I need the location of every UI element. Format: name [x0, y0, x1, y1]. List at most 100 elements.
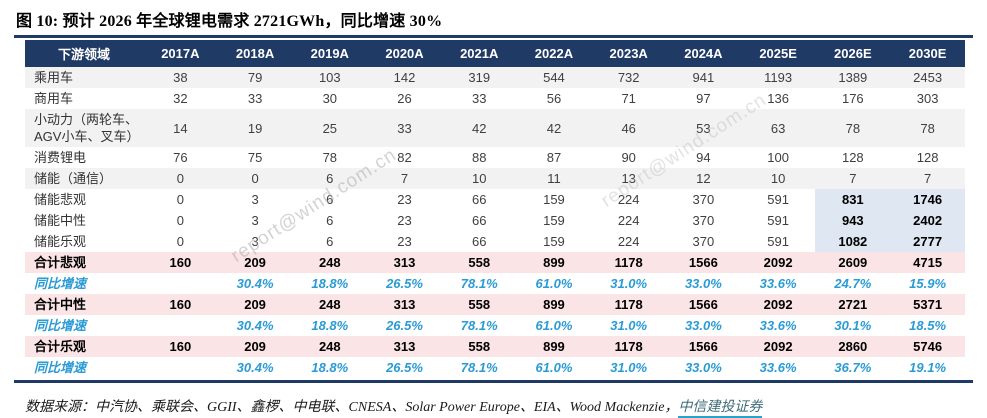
- data-cell: 0: [176, 213, 184, 228]
- data-cell: 42: [516, 109, 592, 147]
- data-cell: 53: [666, 109, 741, 147]
- table-row: 储能（通信） 0 0 6 7 10 11 13 12 10 7 7: [25, 168, 965, 189]
- data-cell: 42: [441, 109, 517, 147]
- data-cell: 732: [591, 67, 667, 88]
- data-cell: 75: [247, 150, 263, 165]
- data-cell: 3: [251, 213, 259, 228]
- row-label: 储能乐观: [34, 234, 87, 249]
- data-source-note: 数据来源：中汽协、乘联会、GGII、鑫椤、中电联、CNESA、Solar Pow…: [25, 396, 973, 418]
- table-row: 合计悲观 160 209 248 313 558 899 1178 1566 2092 2609 47…: [25, 252, 965, 273]
- top-rule: [14, 35, 973, 38]
- data-cell: [143, 315, 218, 336]
- table-row: 同比增速 30.4% 18.8% 26.5% 78.1% 61.0% 31.0% 33.0% 3…: [25, 273, 965, 294]
- data-cell: 13: [591, 168, 667, 189]
- data-cell: 5371: [890, 294, 965, 315]
- row-label: 储能中性: [34, 213, 87, 228]
- data-cell: 10: [441, 168, 517, 189]
- data-cell: 6: [326, 192, 334, 207]
- data-cell: 7: [367, 168, 442, 189]
- data-cell: 38: [143, 67, 218, 88]
- data-cell: 544: [516, 67, 592, 88]
- data-cell: 78.1%: [460, 276, 498, 291]
- column-header-year: 2026E: [815, 40, 891, 67]
- data-cell: 159: [543, 234, 565, 249]
- row-label: 消费锂电: [34, 150, 87, 165]
- data-cell: 0: [176, 192, 184, 207]
- row-label: 合计中性: [25, 294, 143, 315]
- data-cell: 7: [815, 168, 891, 189]
- data-cell: 30.1%: [834, 318, 872, 333]
- table-row: 储能乐观 0 3 6 23 66 159 224 370 591 1082 2777: [25, 231, 965, 252]
- data-cell: 23: [397, 213, 412, 228]
- data-cell: 19.1%: [909, 360, 947, 375]
- row-label: 同比增速: [34, 360, 87, 375]
- column-header-year: 2019A: [292, 40, 368, 67]
- column-header-year: 2022A: [516, 40, 592, 67]
- data-cell: 90: [621, 150, 636, 165]
- data-cell: 87: [546, 150, 562, 165]
- data-cell: 6: [326, 234, 334, 249]
- data-cell: 66: [472, 213, 487, 228]
- data-cell: 2721: [815, 294, 891, 315]
- data-cell: 319: [441, 67, 517, 88]
- data-source-prefix: 数据来源：中汽协、乘联会、GGII、鑫椤、中电联、CNESA、Solar Pow…: [25, 400, 679, 415]
- table-row: 小动力（两轮车、AGV小车、叉车） 14 19 25 33 42 42 46 53 63 78 78: [25, 109, 965, 147]
- data-cell: 82: [397, 150, 412, 165]
- column-header-year: 2024A: [666, 40, 741, 67]
- data-cell: 224: [617, 192, 640, 207]
- data-cell: 78: [890, 109, 965, 147]
- data-cell: 2609: [815, 252, 891, 273]
- column-header-category: 下游领域: [25, 40, 143, 67]
- data-cell: 30.4%: [236, 276, 274, 291]
- data-cell: 3: [251, 192, 259, 207]
- column-header-year: 2023A: [591, 40, 667, 67]
- data-cell: 31.0%: [610, 276, 648, 291]
- table-header: 下游领域 2017A 2018A 2019A 2020A 2021A 2022A 2023A 2…: [25, 40, 965, 67]
- data-cell: 248: [292, 294, 368, 315]
- data-cell: 899: [516, 252, 592, 273]
- data-cell: 943: [815, 210, 891, 231]
- data-cell: 78.1%: [460, 360, 498, 375]
- data-cell: 14: [143, 109, 218, 147]
- data-cell: 18.8%: [311, 360, 349, 375]
- data-cell: 224: [617, 213, 640, 228]
- data-cell: 899: [516, 294, 592, 315]
- table-row: 商用车 32 33 30 26 33 56 71 97 136 176 303: [25, 88, 965, 109]
- data-cell: 33.0%: [684, 318, 722, 333]
- data-cell: 30: [322, 91, 338, 106]
- data-cell: 558: [441, 336, 517, 357]
- data-cell: 248: [292, 252, 368, 273]
- row-label: 商用车: [34, 91, 74, 106]
- table-container: 下游领域 2017A 2018A 2019A 2020A 2021A 2022A 2023A 2…: [25, 40, 965, 378]
- data-cell: 18.5%: [909, 318, 947, 333]
- data-cell: 2092: [740, 336, 816, 357]
- data-cell: 558: [441, 294, 517, 315]
- data-cell: 88: [472, 150, 487, 165]
- row-label: 合计悲观: [25, 252, 143, 273]
- data-cell: [143, 273, 218, 294]
- data-cell: 2860: [815, 336, 891, 357]
- column-header-year: 2025E: [740, 40, 816, 67]
- data-cell: 76: [173, 150, 188, 165]
- data-cell: 100: [767, 150, 789, 165]
- data-cell: 558: [441, 252, 517, 273]
- data-cell: 313: [367, 252, 442, 273]
- data-cell: 370: [692, 234, 715, 249]
- publisher-link[interactable]: 中信建投证券: [678, 400, 763, 418]
- data-cell: 209: [217, 294, 293, 315]
- data-cell: 303: [916, 91, 939, 106]
- data-cell: 31.0%: [610, 318, 648, 333]
- data-cell: 7: [890, 168, 965, 189]
- data-cell: 176: [841, 91, 864, 106]
- figure-title: 图 10: 预计 2026 年全球锂电需求 2721GWh，同比增速 30%: [16, 13, 443, 30]
- data-cell: 0: [143, 168, 218, 189]
- data-cell: 32: [173, 91, 188, 106]
- data-cell: 1566: [666, 336, 741, 357]
- table-row: 同比增速 30.4% 18.8% 26.5% 78.1% 61.0% 31.0% 33.0% 3…: [25, 315, 965, 336]
- data-cell: 1566: [666, 252, 741, 273]
- row-label: 同比增速: [34, 318, 87, 333]
- data-cell: 66: [472, 192, 487, 207]
- data-cell: 31.0%: [610, 360, 648, 375]
- data-cell: 19: [217, 109, 293, 147]
- data-cell: 370: [692, 192, 715, 207]
